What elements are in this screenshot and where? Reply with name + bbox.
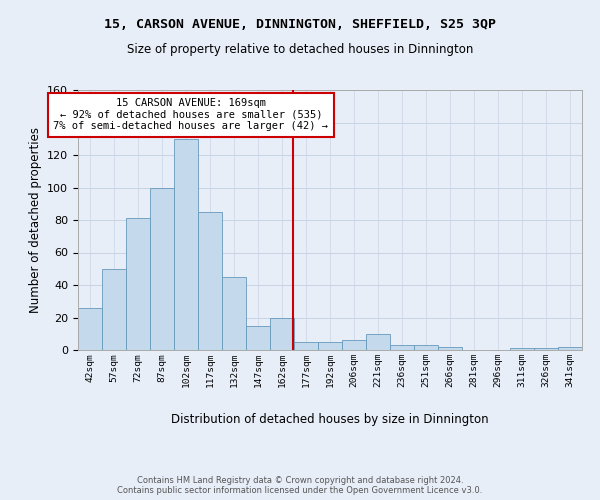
Bar: [294, 342, 318, 350]
Bar: [318, 342, 342, 350]
Bar: [438, 347, 462, 350]
Bar: [126, 218, 150, 350]
Bar: [414, 345, 438, 350]
Text: Distribution of detached houses by size in Dinnington: Distribution of detached houses by size …: [171, 412, 489, 426]
Bar: [78, 308, 102, 350]
Bar: [534, 348, 558, 350]
Bar: [150, 188, 174, 350]
Bar: [174, 138, 198, 350]
Bar: [342, 340, 366, 350]
Bar: [558, 347, 582, 350]
Text: 15, CARSON AVENUE, DINNINGTON, SHEFFIELD, S25 3QP: 15, CARSON AVENUE, DINNINGTON, SHEFFIELD…: [104, 18, 496, 30]
Bar: [270, 318, 294, 350]
Bar: [198, 212, 222, 350]
Y-axis label: Number of detached properties: Number of detached properties: [29, 127, 41, 313]
Text: 15 CARSON AVENUE: 169sqm
← 92% of detached houses are smaller (535)
7% of semi-d: 15 CARSON AVENUE: 169sqm ← 92% of detach…: [53, 98, 328, 132]
Bar: [366, 334, 390, 350]
Text: Contains HM Land Registry data © Crown copyright and database right 2024.
Contai: Contains HM Land Registry data © Crown c…: [118, 476, 482, 495]
Text: Size of property relative to detached houses in Dinnington: Size of property relative to detached ho…: [127, 42, 473, 56]
Bar: [510, 348, 534, 350]
Bar: [390, 345, 414, 350]
Bar: [246, 326, 270, 350]
Bar: [222, 277, 246, 350]
Bar: [102, 269, 126, 350]
